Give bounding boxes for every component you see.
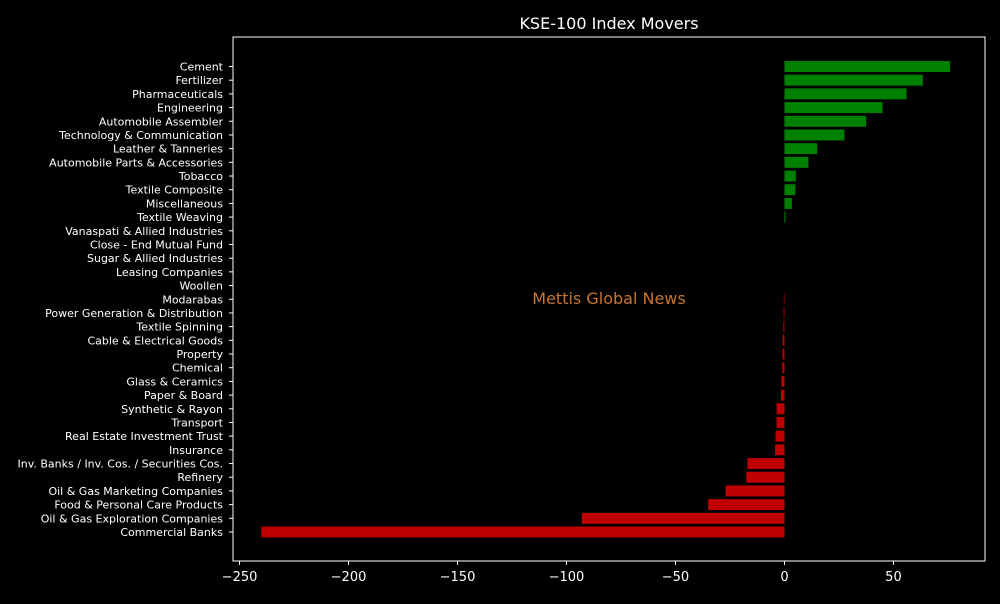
bar [708, 499, 785, 511]
y-tick-label: Property [176, 348, 223, 361]
bar [783, 307, 785, 319]
y-tick-label: Textile Weaving [136, 211, 223, 224]
bar [776, 403, 785, 415]
y-tick-label: Pharmaceuticals [132, 88, 223, 101]
y-tick-label: Refinery [177, 471, 223, 484]
bar [784, 143, 818, 155]
x-tick-label: −100 [549, 570, 585, 585]
y-tick-label: Power Generation & Distribution [45, 307, 223, 320]
bar [784, 197, 792, 209]
bar [784, 102, 883, 114]
y-tick-label: Technology & Communication [58, 129, 223, 142]
bar [261, 526, 785, 538]
y-tick-label: Paper & Board [144, 389, 223, 402]
y-tick-label: Inv. Banks / Inv. Cos. / Securities Cos. [18, 458, 223, 471]
y-tick-label: Leasing Companies [116, 266, 223, 279]
chart-title: KSE-100 Index Movers [519, 14, 698, 33]
y-tick-label: Cement [180, 61, 224, 74]
bar [782, 334, 785, 346]
y-tick-label: Chemical [172, 362, 223, 375]
bar [784, 170, 796, 182]
x-axis: −250 −200 −150 −100 −50 0 50 [222, 561, 902, 585]
bar [784, 156, 809, 168]
y-tick-label: Food & Personal Care Products [54, 499, 223, 512]
y-tick-label: Real Estate Investment Trust [65, 430, 224, 443]
bar [782, 362, 785, 374]
y-tick-label: Commercial Banks [120, 526, 223, 539]
y-tick-label: Modarabas [162, 293, 223, 306]
y-tick-label: Leather & Tanneries [113, 143, 223, 156]
bar [784, 129, 845, 141]
y-axis-labels: CementFertilizerPharmaceuticalsEngineeri… [18, 61, 233, 539]
watermark: Mettis Global News [532, 289, 685, 308]
bar [781, 375, 785, 387]
y-tick-label: Insurance [169, 444, 223, 457]
bar [782, 348, 785, 360]
y-tick-label: Automobile Assembler [99, 115, 224, 128]
x-tick-label: 0 [780, 570, 788, 585]
y-tick-label: Transport [170, 416, 223, 429]
y-tick-label: Synthetic & Rayon [121, 403, 223, 416]
y-tick-label: Fertilizer [175, 74, 223, 87]
y-tick-label: Cable & Electrical Goods [87, 334, 223, 347]
y-tick-label: Oil & Gas Exploration Companies [41, 512, 224, 525]
bar [775, 444, 785, 456]
bar [780, 389, 785, 401]
y-tick-label: Miscellaneous [146, 197, 223, 210]
bar [725, 485, 785, 497]
bar [747, 458, 785, 470]
y-tick-label: Oil & Gas Marketing Companies [48, 485, 223, 498]
y-tick-label: Close - End Mutual Fund [90, 238, 223, 251]
x-tick-label: −150 [440, 570, 476, 585]
x-tick-label: −200 [331, 570, 367, 585]
bar [776, 416, 785, 428]
x-tick-label: −50 [662, 570, 689, 585]
bar [775, 430, 785, 442]
bar [783, 321, 785, 333]
bar [784, 61, 951, 72]
y-tick-label: Glass & Ceramics [126, 375, 223, 388]
bar [784, 88, 907, 100]
bar [784, 115, 867, 127]
y-tick-label: Vanaspati & Allied Industries [65, 225, 223, 238]
bar [784, 184, 796, 196]
y-tick-label: Textile Spinning [135, 321, 223, 334]
x-tick-label: −250 [222, 570, 258, 585]
bar [581, 512, 785, 524]
bars-layer [261, 61, 951, 538]
y-tick-label: Woollen [179, 280, 223, 293]
y-tick-label: Sugar & Allied Industries [87, 252, 223, 265]
x-tick-label: 50 [885, 570, 902, 585]
bar [784, 74, 923, 86]
y-tick-label: Automobile Parts & Accessories [49, 156, 223, 169]
bar [746, 471, 785, 483]
y-tick-label: Engineering [157, 102, 223, 115]
bar [783, 293, 785, 305]
y-tick-label: Tobacco [178, 170, 223, 183]
bar [784, 211, 786, 223]
y-tick-label: Textile Composite [125, 184, 224, 197]
